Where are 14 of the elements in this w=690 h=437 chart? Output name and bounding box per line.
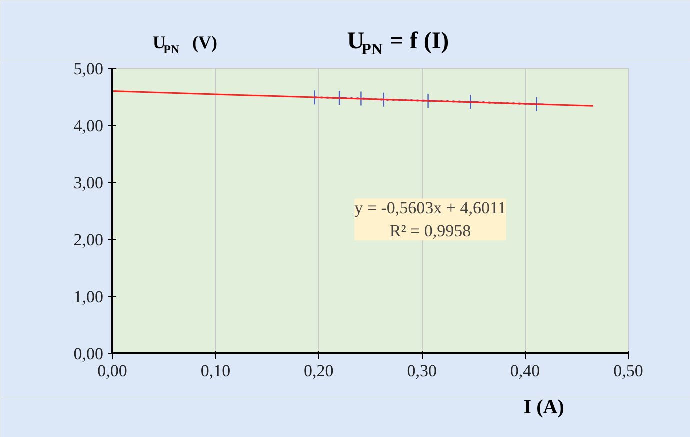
y-tick-label: 0,00 [74,344,104,364]
x-tick-label: 0,30 [407,362,437,380]
y-tick-label: 1,00 [74,288,104,306]
x-tick-label: 0,50 [614,362,644,380]
x-tick-label: 0,00 [98,362,128,380]
y-tick-label: 3,00 [74,174,104,192]
x-tick-label: 0,10 [200,362,231,380]
x-tick-label: 0,20 [304,362,334,380]
y-tick-label: 2,00 [74,230,104,250]
y-tick-label: 5,00 [74,60,104,78]
annotation: y = -0,5603x + 4,6011 R² = 0,9958 [354,198,506,240]
x-axis-title: I (A) [524,396,564,418]
y-tick-label: 4,00 [74,116,104,136]
x-tick-label: 0,40 [510,362,540,380]
